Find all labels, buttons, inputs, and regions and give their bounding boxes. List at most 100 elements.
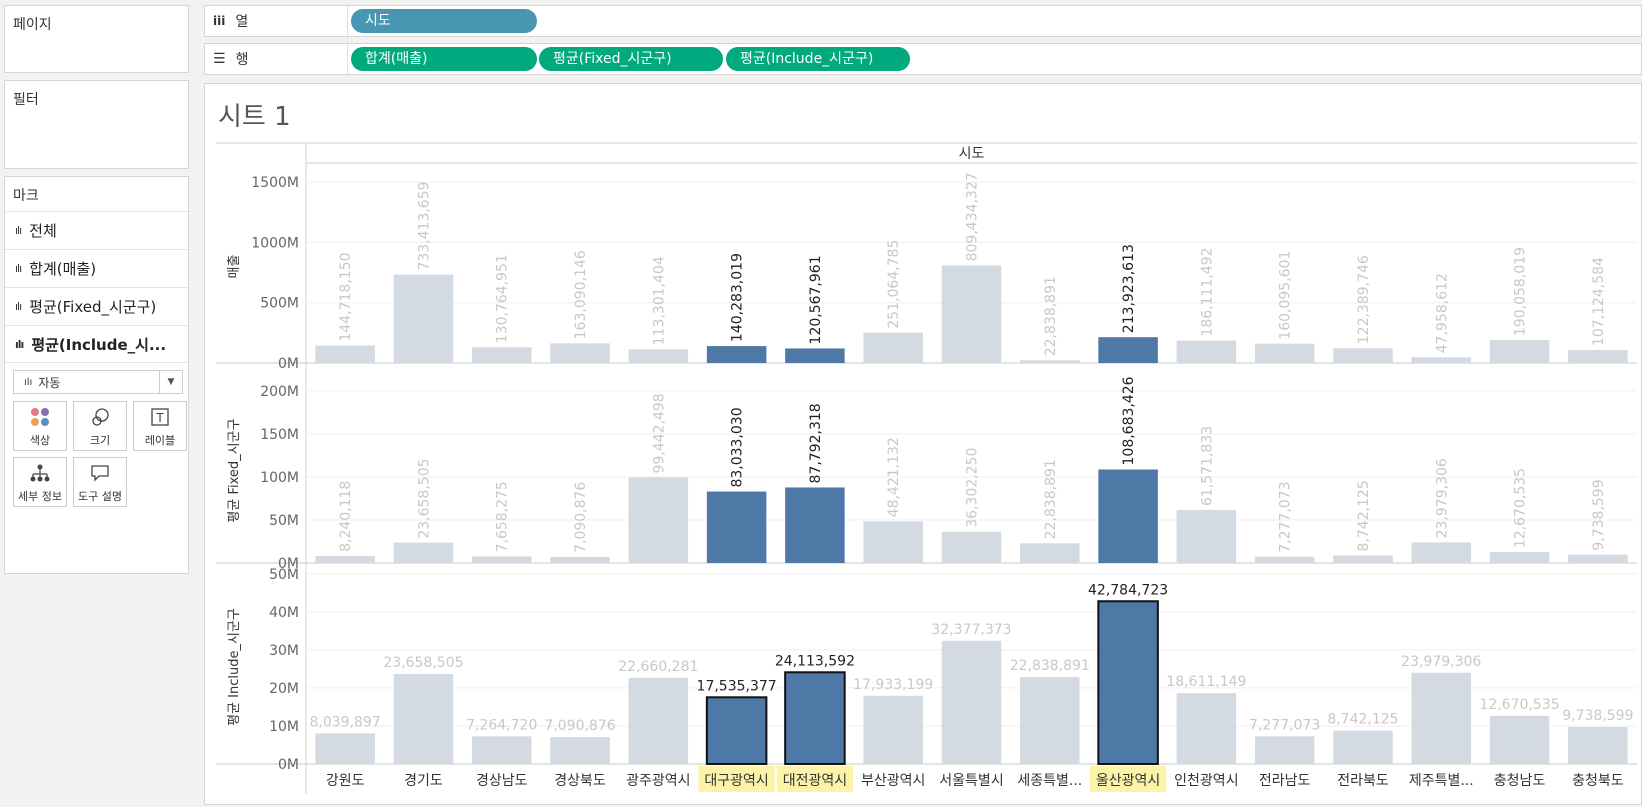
x-tick-label[interactable]: 경상북도 — [554, 773, 606, 789]
category-highlight — [1089, 766, 1167, 792]
bar[interactable] — [785, 348, 845, 363]
label-button[interactable]: T 레이블 — [133, 401, 187, 451]
size-button[interactable]: 크기 — [73, 401, 127, 451]
bar[interactable] — [1568, 554, 1628, 563]
bar[interactable] — [1489, 715, 1550, 764]
x-tick-label[interactable]: 대구광역시 — [704, 773, 768, 789]
x-tick-label[interactable]: 울산광역시 — [1096, 773, 1160, 789]
bar[interactable] — [1333, 348, 1393, 363]
bar[interactable] — [863, 332, 923, 363]
bar[interactable] — [1411, 357, 1472, 363]
bar[interactable] — [1097, 600, 1159, 765]
bar[interactable] — [1098, 337, 1158, 363]
data-label: 61,571,833 — [1199, 426, 1215, 506]
marks-card-all[interactable]: ılı 전체 — [5, 211, 188, 249]
rows-shelf[interactable]: ☰ 행 합계(매출) 평균(Fixed_시군구) 평균(Include_시군구) — [204, 43, 1642, 75]
filters-panel[interactable]: 필터 — [4, 80, 189, 169]
bar[interactable] — [1489, 552, 1550, 563]
bar[interactable] — [471, 736, 532, 764]
pill-label: 합계(매출) — [365, 51, 428, 67]
bar[interactable] — [941, 640, 1002, 764]
y-axis-title: 평균 Include_시군구 — [227, 608, 242, 726]
data-label: 113,301,404 — [651, 256, 667, 345]
bar[interactable] — [393, 274, 454, 363]
color-button[interactable]: 색상 — [13, 401, 67, 451]
bar[interactable] — [1489, 340, 1550, 363]
marks-card-avg-fixed[interactable]: ılı 평균(Fixed_시군구) — [5, 287, 188, 325]
bar[interactable] — [628, 349, 689, 363]
bar[interactable] — [1333, 730, 1393, 764]
chevron-down-icon[interactable]: ▼ — [159, 371, 182, 393]
bar[interactable] — [315, 733, 375, 764]
x-tick-label[interactable]: 부산광역시 — [861, 773, 925, 789]
bar[interactable] — [1176, 340, 1237, 363]
x-tick-label[interactable]: 대전광역시 — [783, 773, 847, 789]
pill-sido[interactable]: 시도 — [351, 9, 537, 33]
bar[interactable] — [863, 695, 923, 764]
bar[interactable] — [550, 343, 610, 363]
bar[interactable] — [784, 671, 846, 766]
data-label: 32,377,373 — [931, 622, 1011, 638]
bar[interactable] — [1254, 343, 1315, 363]
bar-chart-icon: ılı — [24, 376, 33, 388]
bar[interactable] — [785, 487, 845, 563]
x-tick-label[interactable]: 세종특별... — [1017, 773, 1082, 789]
bar[interactable] — [393, 674, 454, 764]
bar[interactable] — [471, 556, 532, 563]
bar[interactable] — [941, 531, 1002, 563]
category-highlight — [776, 766, 854, 792]
marks-card-sum-sales[interactable]: ılı 합계(매출) — [5, 249, 188, 287]
bar[interactable] — [1411, 672, 1472, 764]
bar[interactable] — [706, 491, 767, 563]
bar[interactable] — [315, 555, 375, 563]
x-tick-label[interactable]: 충청북도 — [1572, 773, 1624, 789]
bar[interactable] — [1176, 693, 1237, 764]
bar[interactable] — [1411, 542, 1472, 563]
bar[interactable] — [393, 542, 454, 563]
x-tick-label[interactable]: 인천광역시 — [1174, 773, 1238, 789]
filters-title: 필터 — [13, 92, 39, 108]
x-tick-label[interactable]: 서울특별시 — [939, 773, 1003, 789]
marks-card-avg-include[interactable]: ılı 평균(Include_시... — [5, 325, 188, 363]
tooltip-button[interactable]: 도구 설명 — [73, 457, 127, 507]
x-tick-label[interactable]: 강원도 — [326, 773, 365, 789]
bar[interactable] — [1020, 677, 1080, 764]
x-tick-label[interactable]: 경상남도 — [476, 773, 528, 789]
mark-type-select[interactable]: ılı 자동 ▼ — [13, 370, 183, 394]
bar[interactable] — [1254, 556, 1315, 563]
bar[interactable] — [1020, 543, 1080, 563]
data-label: 83,033,030 — [730, 407, 746, 487]
columns-shelf[interactable]: iii 열 시도 — [204, 5, 1642, 37]
bar[interactable] — [315, 345, 375, 363]
x-tick-label[interactable]: 전라남도 — [1259, 773, 1311, 789]
bar[interactable] — [550, 737, 610, 764]
bar[interactable] — [705, 696, 768, 766]
bar[interactable] — [1020, 360, 1080, 363]
detail-button[interactable]: 세부 정보 — [13, 457, 67, 507]
bar[interactable] — [941, 265, 1002, 363]
bar[interactable] — [1098, 469, 1158, 563]
bar[interactable] — [550, 556, 610, 563]
bar[interactable] — [1254, 736, 1315, 764]
x-tick-label[interactable]: 경기도 — [404, 773, 443, 789]
bar[interactable] — [628, 477, 689, 563]
pages-panel[interactable]: 페이지 — [4, 5, 189, 73]
pill-avg-fixed[interactable]: 평균(Fixed_시군구) — [539, 47, 723, 71]
bar[interactable] — [1568, 726, 1628, 764]
bar[interactable] — [1176, 510, 1237, 563]
x-tick-label[interactable]: 전라북도 — [1337, 773, 1389, 789]
bar[interactable] — [706, 346, 767, 363]
bar[interactable] — [863, 521, 923, 563]
pill-sum-sales[interactable]: 합계(매출) — [351, 47, 537, 71]
bar[interactable] — [628, 677, 689, 764]
pill-avg-include[interactable]: 평균(Include_시군구) — [726, 47, 910, 71]
bar[interactable] — [1568, 350, 1628, 363]
data-label: 163,090,146 — [573, 250, 589, 339]
data-label: 48,421,132 — [886, 437, 902, 517]
x-tick-label[interactable]: 광주광역시 — [626, 773, 690, 789]
bar[interactable] — [471, 347, 532, 363]
data-label: 108,683,426 — [1121, 376, 1137, 465]
x-tick-label[interactable]: 제주특별... — [1409, 773, 1474, 789]
x-tick-label[interactable]: 충청남도 — [1494, 773, 1546, 789]
bar[interactable] — [1333, 555, 1393, 563]
